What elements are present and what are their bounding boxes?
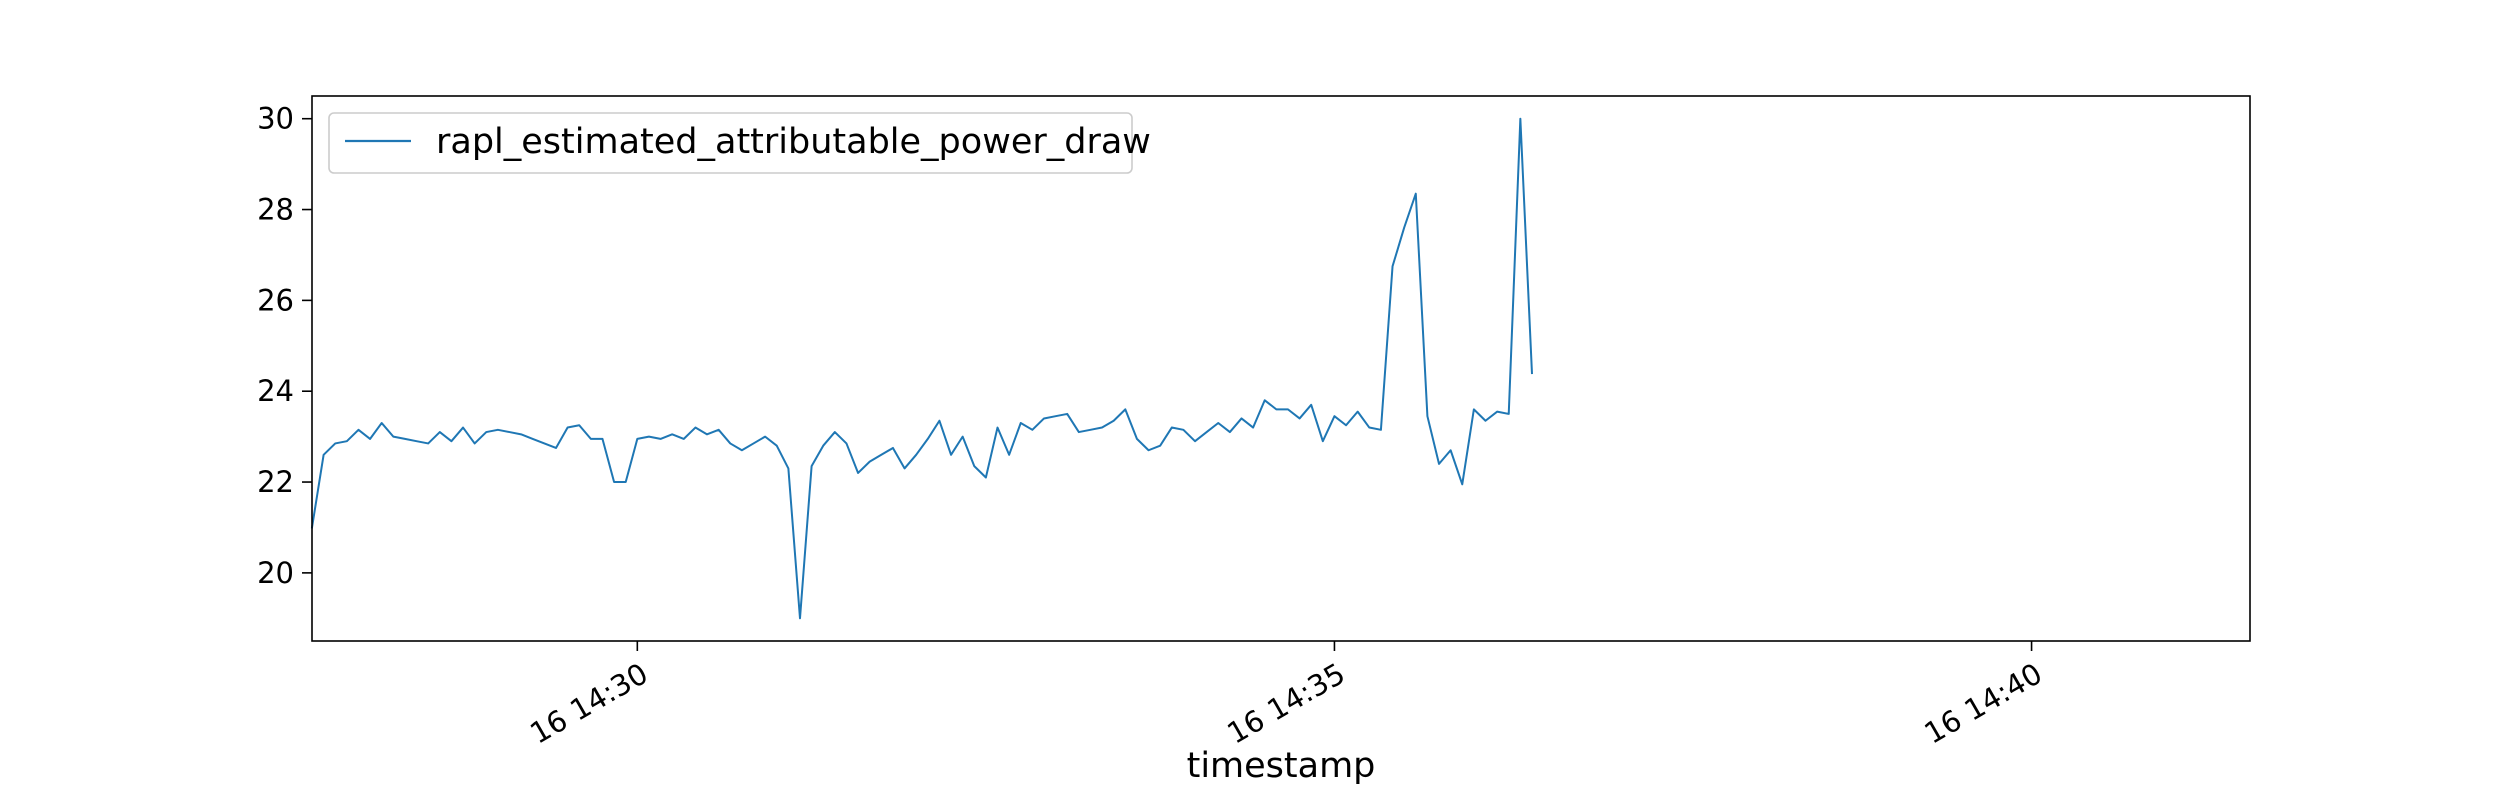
legend-label-series: rapl_estimated_attributable_power_draw (436, 122, 1151, 162)
legend: rapl_estimated_attributable_power_draw (328, 112, 1151, 174)
y-tick-label: 30 (257, 102, 294, 136)
y-tick-label: 24 (257, 374, 294, 408)
x-tick-label: 16 14:30 (524, 656, 653, 750)
x-axis-label: timestamp (1187, 746, 1376, 786)
legend-box (328, 112, 1133, 174)
y-tick-label: 22 (257, 465, 294, 499)
x-axis: 16 14:30 16 14:35 16 14:40 (524, 641, 2048, 751)
plot-frame (311, 95, 2251, 642)
x-tick-label: 16 14:35 (1221, 656, 1350, 750)
series-layer (310, 117, 1534, 620)
series-line-0 (310, 117, 1534, 620)
x-tick-label: 16 14:40 (1919, 656, 2048, 750)
y-tick-label: 28 (257, 193, 294, 227)
plot-background (312, 96, 2250, 641)
y-axis: 20 22 24 26 28 30 (257, 102, 312, 590)
y-tick-label: 20 (257, 556, 294, 590)
y-tick-label: 26 (257, 283, 294, 317)
